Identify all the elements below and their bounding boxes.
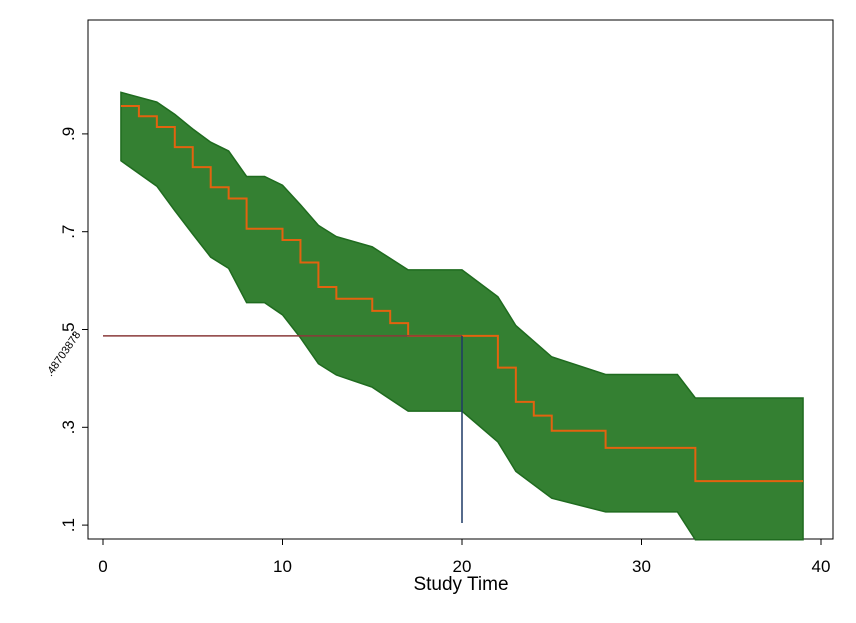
reference-line-layer — [103, 335, 463, 523]
survival-step-line — [120, 105, 804, 483]
x-axis-title: Study Time — [413, 574, 508, 595]
confidence-band-layer — [120, 91, 804, 541]
x-tick-label: 20 — [453, 557, 472, 576]
x-tick-label: 40 — [812, 557, 831, 576]
y-tick-label: .5 — [59, 322, 78, 336]
y-tick-label: .9 — [59, 127, 78, 141]
y-tick-label: .7 — [59, 225, 78, 239]
y-tick-label: .1 — [59, 518, 78, 532]
x-tick-label: 0 — [98, 557, 107, 576]
survival-line-layer — [120, 105, 804, 483]
x-tick-label: 30 — [632, 557, 651, 576]
y-tick-label: .3 — [59, 420, 78, 434]
confidence-band — [120, 91, 804, 541]
x-tick-label: 10 — [273, 557, 292, 576]
